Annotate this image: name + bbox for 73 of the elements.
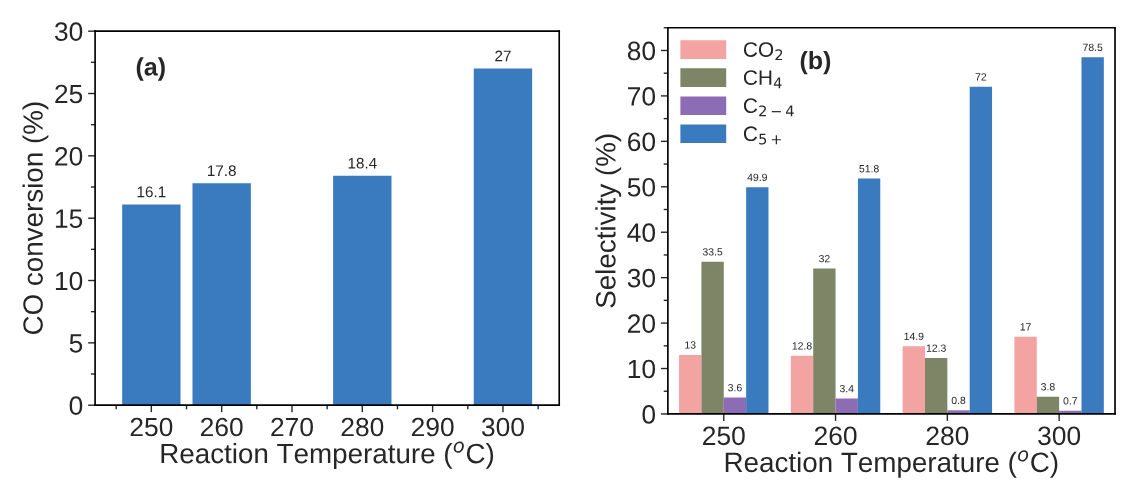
y-axis-title: CO conversion (%) bbox=[22, 102, 49, 335]
bar bbox=[679, 354, 702, 414]
data-label: 72 bbox=[975, 73, 987, 81]
x-axis-title: Reaction Temperature ($^{o}$C) bbox=[725, 450, 1058, 478]
legend-label: CO$_{2}$ bbox=[743, 42, 783, 61]
y-tick-label: 40 bbox=[627, 223, 656, 243]
data-label: 3.8 bbox=[1041, 383, 1055, 391]
y-tick-label: 0 bbox=[69, 396, 83, 416]
x-tick-label: 260 bbox=[200, 417, 243, 437]
y-tick-label: 20 bbox=[55, 146, 83, 166]
data-label: 14.9 bbox=[904, 332, 924, 341]
y-axis-title: Selectivity (%) bbox=[595, 134, 622, 308]
bar bbox=[1081, 57, 1104, 414]
data-label: 78.5 bbox=[1083, 43, 1103, 52]
x-tick-label: 300 bbox=[481, 417, 524, 437]
y-tick-label: 70 bbox=[628, 87, 656, 106]
y-tick-label: 25 bbox=[55, 84, 83, 104]
bar bbox=[192, 183, 251, 406]
data-label: 17.8 bbox=[207, 165, 236, 177]
annotation: (b) bbox=[800, 50, 831, 75]
y-tick-label: 10 bbox=[55, 271, 83, 291]
data-label: 0.7 bbox=[1063, 397, 1078, 405]
legend-label: C$_{5+}$ bbox=[743, 126, 781, 145]
data-label: 51.8 bbox=[859, 165, 879, 173]
bar bbox=[723, 397, 747, 414]
bar bbox=[813, 268, 836, 414]
data-label: 49.9 bbox=[747, 173, 767, 182]
data-label: 18.4 bbox=[348, 157, 377, 169]
bar bbox=[122, 204, 181, 406]
y-tick-label: 60 bbox=[628, 132, 656, 152]
bar bbox=[790, 355, 814, 414]
y-tick-label: 30 bbox=[627, 268, 656, 288]
legend-label: CH$_{4}$ bbox=[743, 70, 782, 89]
y-tick-label: 80 bbox=[627, 41, 656, 61]
bar bbox=[902, 346, 925, 414]
y-tick-label: 10 bbox=[628, 359, 656, 379]
y-tick-label: 5 bbox=[69, 334, 83, 353]
bar bbox=[969, 86, 993, 414]
x-axis-title: Reaction Temperature ($^{o}$C) bbox=[161, 441, 494, 469]
bar bbox=[746, 187, 769, 414]
x-tick-label: 270 bbox=[271, 417, 313, 437]
data-label: 0.8 bbox=[951, 396, 966, 405]
y-tick-label: 50 bbox=[627, 177, 656, 197]
y-tick-label: 15 bbox=[55, 209, 83, 228]
x-tick-label: 300 bbox=[1038, 426, 1081, 446]
bar bbox=[333, 175, 392, 406]
x-tick-label: 260 bbox=[814, 426, 857, 446]
bar bbox=[857, 178, 881, 414]
data-label: 33.5 bbox=[702, 248, 723, 256]
bar bbox=[701, 261, 724, 414]
data-label: 16.1 bbox=[137, 186, 166, 198]
data-label: 3.6 bbox=[728, 383, 742, 392]
legend-label: C$_{2−4}$ bbox=[743, 98, 794, 117]
data-label: 12.8 bbox=[792, 342, 812, 350]
x-tick-label: 280 bbox=[341, 417, 384, 437]
y-tick-label: 20 bbox=[628, 314, 656, 333]
x-tick-label: 250 bbox=[703, 426, 745, 446]
data-label: 32 bbox=[818, 254, 830, 263]
data-label: 3.4 bbox=[839, 384, 854, 393]
x-tick-label: 290 bbox=[411, 417, 454, 437]
y-tick-label: 30 bbox=[54, 22, 83, 41]
bar bbox=[924, 358, 948, 414]
x-tick-label: 250 bbox=[130, 417, 173, 437]
x-tick-label: 280 bbox=[926, 426, 969, 446]
data-label: 17 bbox=[1020, 323, 1031, 331]
bar bbox=[1014, 336, 1037, 414]
bar bbox=[473, 68, 533, 406]
bar bbox=[1036, 396, 1060, 414]
data-label: 27 bbox=[495, 50, 511, 62]
data-label: 12.3 bbox=[926, 344, 946, 352]
annotation: (a) bbox=[136, 57, 165, 81]
y-tick-label: 0 bbox=[642, 405, 656, 424]
data-label: 13 bbox=[685, 341, 696, 349]
